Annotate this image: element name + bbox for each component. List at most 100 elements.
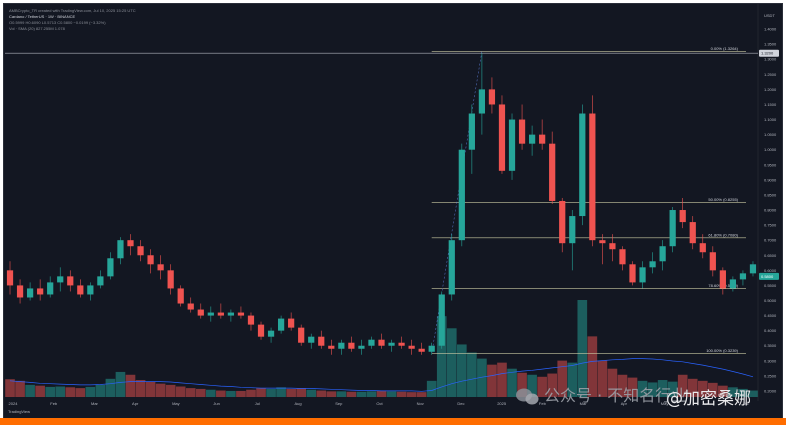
y-tick-label: 1.4000 (764, 27, 777, 32)
candle-body (629, 264, 636, 283)
volume-bar (708, 382, 718, 397)
volume-bar (597, 360, 608, 397)
x-tick-label: May (661, 401, 669, 406)
candle-body (478, 89, 486, 114)
candle-body (157, 264, 164, 271)
x-tick-label: 2024 (9, 401, 19, 406)
candle-body (619, 249, 626, 265)
x-tick-label: Jul (743, 401, 748, 406)
candle-body (207, 312, 214, 316)
candle-body (498, 104, 506, 171)
y-tick-label: 0.6000 (764, 268, 777, 273)
volume-bar (95, 384, 106, 397)
volume-bar (446, 328, 457, 397)
candle-body (277, 318, 285, 331)
candle-body (257, 324, 265, 337)
volume-bar (617, 374, 628, 397)
y-tick-label: 0.8000 (764, 208, 777, 213)
volume-bar (195, 388, 206, 397)
candle-body (167, 270, 174, 289)
price-marker-tag (759, 272, 779, 280)
price-marker-label: 1.3200 (761, 51, 774, 56)
candle-body (559, 200, 566, 244)
price-marker-label: 0.5800 (761, 274, 774, 279)
volume-bar (507, 368, 517, 397)
candle-body (689, 222, 696, 244)
volume-bar (677, 374, 688, 397)
volume-bar (45, 386, 55, 397)
volume-bar (266, 388, 276, 397)
volume-bar (286, 388, 296, 397)
y-tick-label: 0.2500 (764, 373, 777, 378)
candle-body (408, 345, 415, 349)
y-tick-label: 1.2500 (764, 72, 777, 77)
candle-body (16, 285, 24, 298)
volume-bar (185, 388, 196, 397)
wechat-icon (516, 388, 539, 405)
x-tick-label: Aug (294, 401, 301, 406)
volume-bar (155, 383, 166, 397)
candle-body (47, 282, 54, 295)
candle-body (227, 312, 235, 316)
ohlc-line: O0.5999 H0.6090 L0.5713 C0.5800 −0.0199 … (9, 20, 106, 25)
candle-body (237, 312, 245, 316)
y-tick-label: 0.4000 (764, 328, 777, 333)
candle-body (147, 255, 154, 265)
candle-body (609, 243, 616, 250)
x-tick-label: Apr (621, 401, 628, 406)
volume-bar (537, 376, 547, 397)
watermark-author-text: @加密桑娜 (666, 389, 751, 409)
volume-bar (135, 380, 146, 397)
x-tick-label: Jul (255, 401, 260, 406)
volume-bar (25, 384, 35, 397)
candle-body (37, 288, 44, 295)
volume-bar (577, 300, 588, 397)
candle-body (468, 113, 475, 150)
volume-bar (5, 379, 15, 397)
y-tick-label: 0.8500 (764, 192, 777, 197)
volume-bar (657, 380, 668, 397)
x-tick-label: Oct (376, 401, 383, 406)
volume-bar (316, 390, 327, 397)
volume-bar (226, 390, 236, 397)
y-tick-label: 0.4500 (764, 313, 777, 318)
candle-body (247, 315, 255, 325)
x-tick-label: Sep (335, 401, 343, 406)
x-tick-label: Nov (417, 401, 424, 406)
x-tick-label: Jun (213, 401, 219, 406)
candle-body (77, 285, 84, 295)
y-tick-label: 0.3500 (764, 343, 777, 348)
y-tick-label: 1.1000 (764, 117, 777, 122)
author-line: AMBCrypto_TR created with TradingView.co… (9, 8, 136, 13)
x-tick-label: Mar (580, 401, 588, 406)
volume-bar (386, 391, 397, 397)
candle-body (127, 240, 134, 247)
volume-bar (647, 382, 658, 397)
volume-bar (65, 387, 76, 397)
volume-bar (467, 352, 477, 397)
volume-bar (105, 378, 116, 397)
candle-body (267, 330, 275, 337)
x-tick-label: Feb (50, 401, 58, 406)
candle-body (669, 210, 676, 247)
volume-bar (497, 362, 507, 397)
candle-body (87, 285, 94, 295)
candle-body (318, 336, 325, 346)
candle-body (298, 327, 305, 343)
x-tick-label: 2025 (497, 401, 507, 406)
candle-body (458, 149, 465, 241)
x-tick-label: Dec (457, 401, 464, 406)
volume-bar (326, 391, 337, 397)
volume-bar (667, 381, 678, 397)
candle-body (428, 345, 435, 352)
volume-bar (557, 360, 568, 397)
price-marker-tag (759, 49, 779, 57)
volume-bar (718, 385, 728, 397)
candle-body (137, 246, 144, 256)
candle-body (328, 345, 335, 349)
y-tick-label: 0.9500 (764, 162, 777, 167)
candle-body (739, 273, 747, 280)
volume-bar (85, 386, 96, 397)
candle-body (288, 318, 295, 328)
